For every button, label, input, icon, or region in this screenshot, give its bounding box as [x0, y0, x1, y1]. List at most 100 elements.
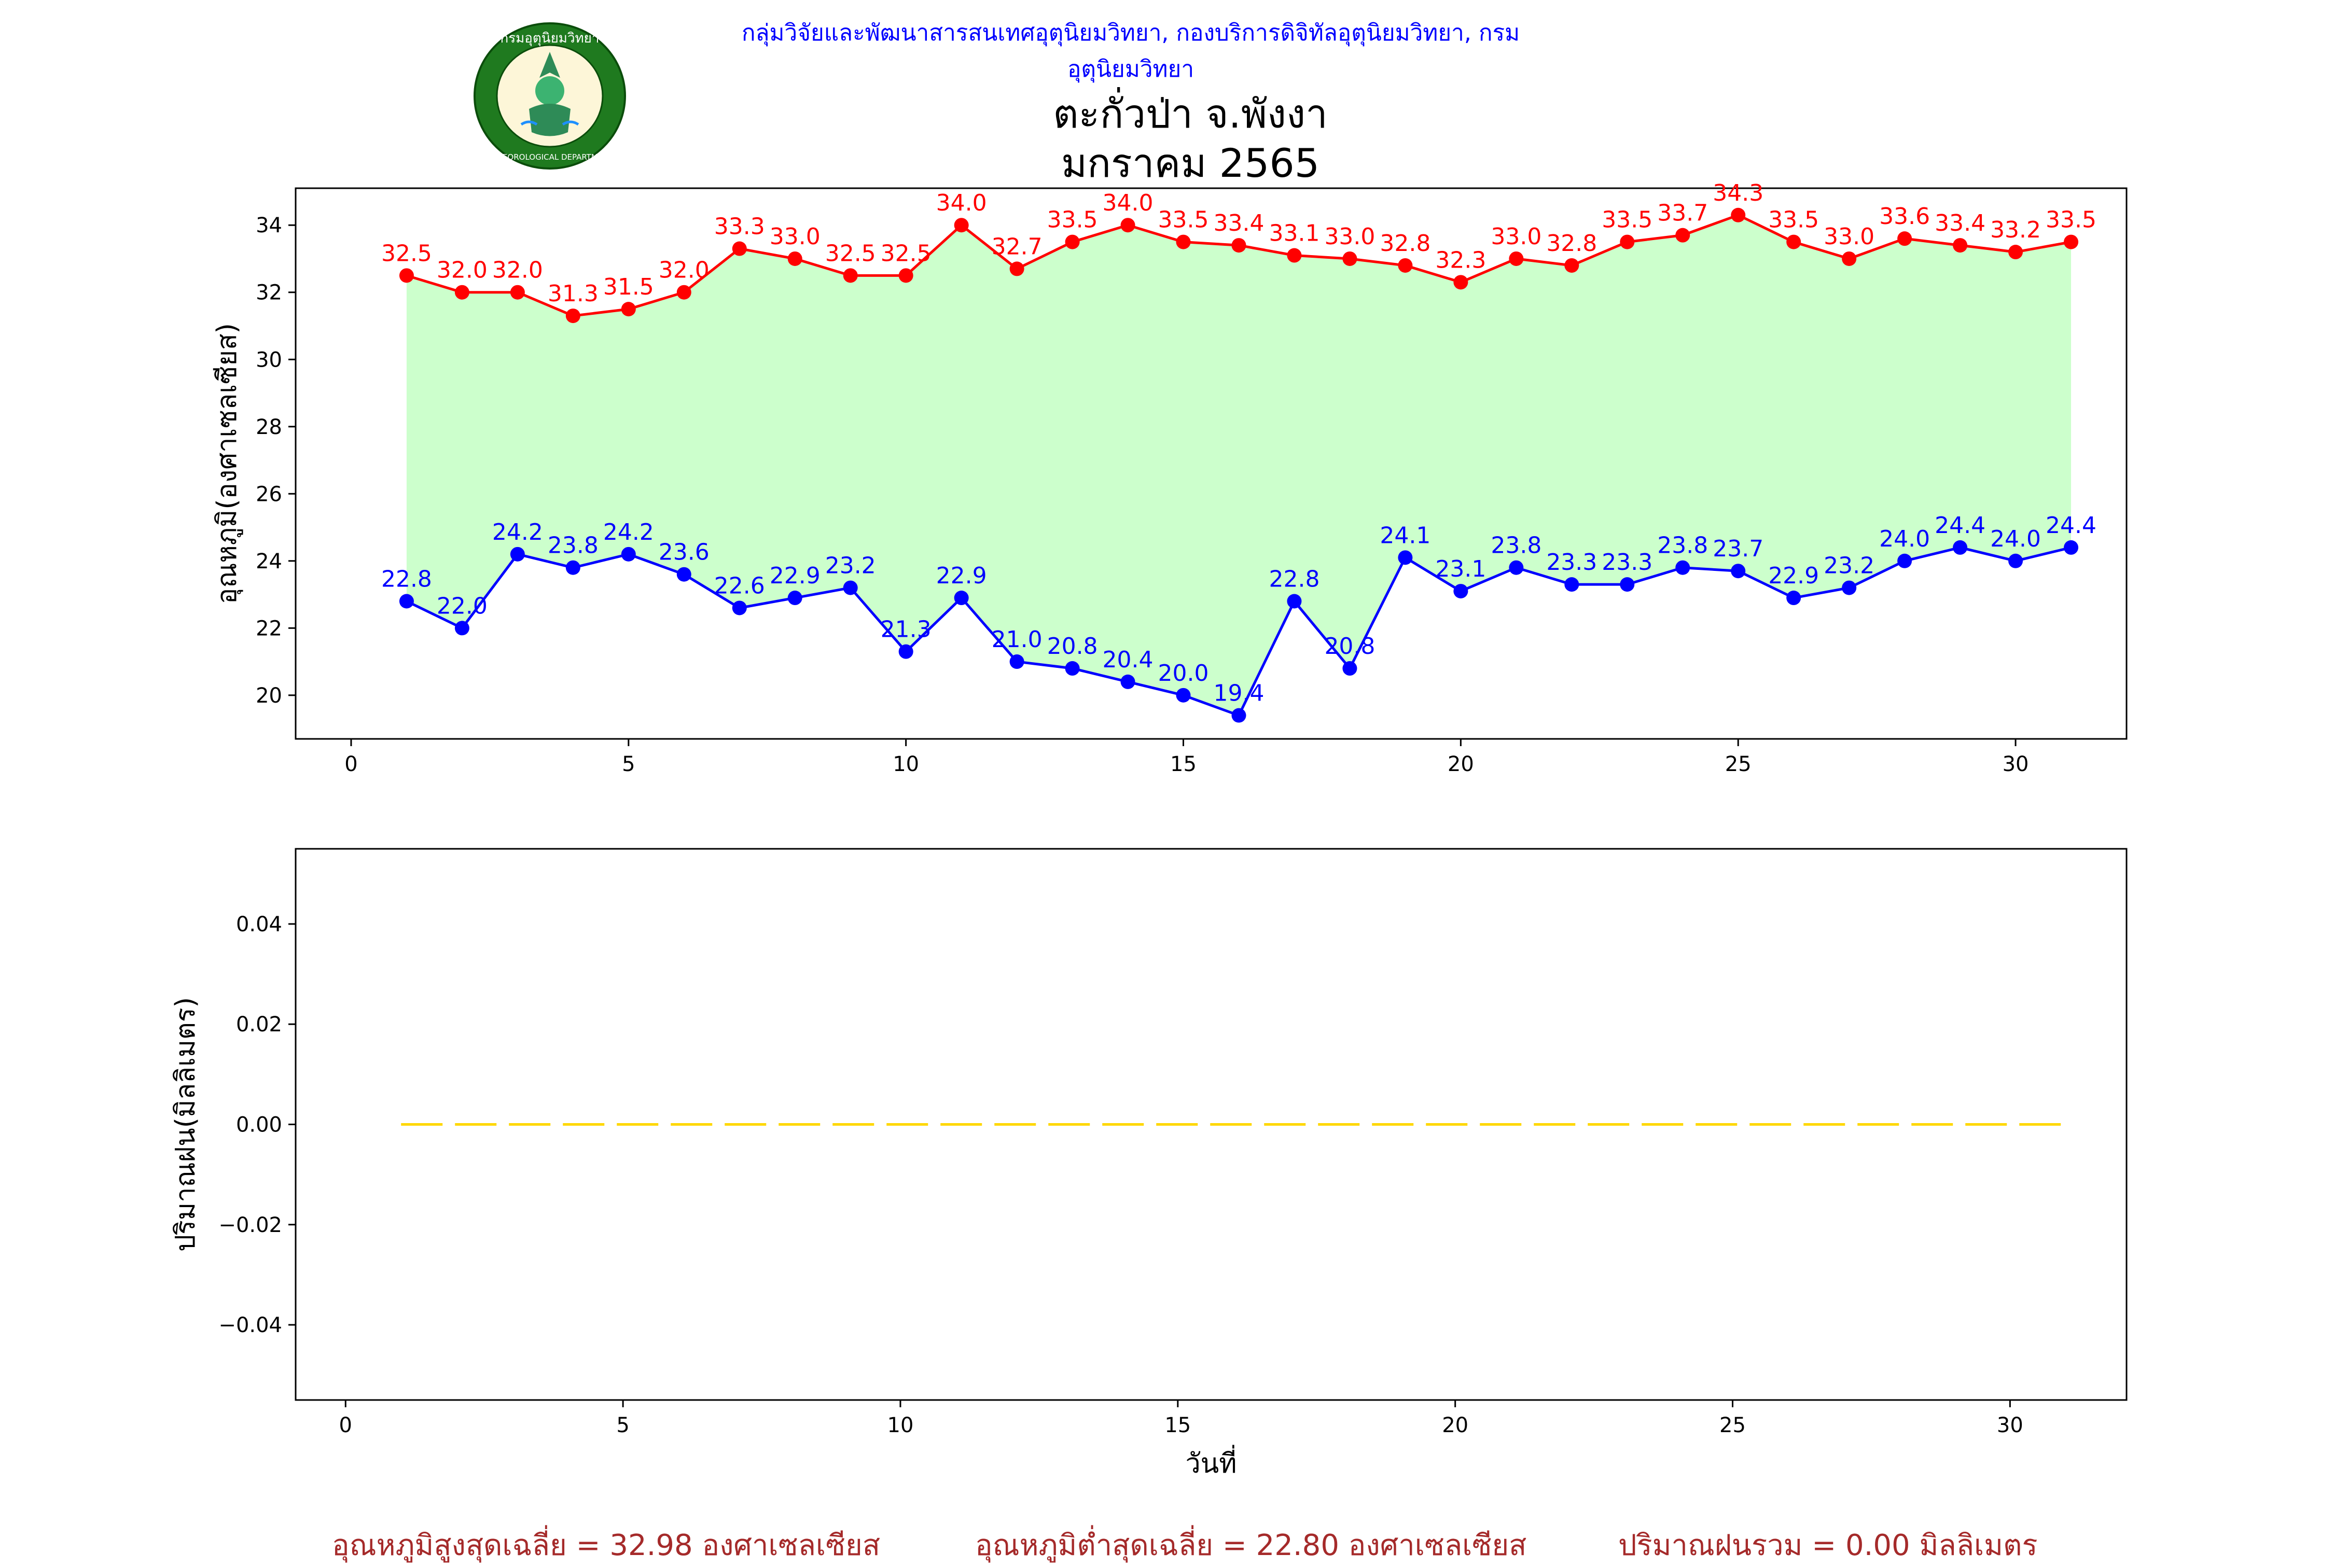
- min-temp-data-label: 23.1: [1435, 556, 1486, 582]
- x-tick-label: 30: [2003, 752, 2029, 776]
- max-temp-data-label: 33.6: [1879, 203, 1930, 230]
- min-temp-point: [2008, 553, 2023, 568]
- max-temp-data-label: 31.3: [548, 281, 599, 307]
- y-tick-label: 22: [256, 617, 282, 640]
- min-temp-point: [1509, 560, 1524, 575]
- y-tick-label: 24: [256, 550, 282, 573]
- max-temp-point: [1731, 207, 1746, 222]
- max-temp-point: [1120, 218, 1135, 233]
- min-temp-point: [1675, 560, 1690, 575]
- max-temp-data-label: 33.1: [1269, 220, 1319, 247]
- x-tick-label: 20: [1442, 1413, 1468, 1437]
- max-temp-data-label: 32.0: [437, 257, 488, 284]
- max-temp-data-label: 33.4: [1935, 210, 1985, 236]
- min-temp-data-label: 22.8: [381, 566, 432, 593]
- min-temp-point: [1786, 591, 1801, 606]
- min-temp-point: [843, 580, 858, 595]
- min-temp-data-label: 24.1: [1380, 522, 1430, 549]
- y-tick-label: −0.04: [218, 1313, 282, 1337]
- min-temp-point: [1897, 553, 1912, 568]
- x-tick-label: 25: [1725, 752, 1752, 776]
- max-temp-data-label: 33.4: [1214, 210, 1265, 236]
- max-temp-data-label: 33.5: [1158, 207, 1209, 233]
- y-tick-label: 20: [256, 684, 282, 708]
- x-axis-label: วันที่: [1185, 1445, 1237, 1479]
- max-temp-data-label: 32.5: [825, 240, 876, 267]
- max-temp-data-label: 32.5: [381, 240, 432, 267]
- min-temp-point: [787, 591, 802, 606]
- max-temp-point: [1564, 258, 1579, 273]
- min-temp-point: [2064, 540, 2079, 555]
- min-temp-point: [732, 600, 747, 615]
- temperature-chart: 0 5 10 15 20 25 30 20 22 24 26 28 30 32 34 อุณหภูมิ(องศ…: [212, 180, 2128, 776]
- summary-footer: อุณหภูมิสูงสุดเฉลี่ย = 32.98 องศาเซลเซีย…: [0, 1522, 2334, 1563]
- min-temp-point: [898, 644, 913, 659]
- min-temp-data-label: 20.8: [1324, 633, 1375, 660]
- max-temp-data-label: 34.3: [1713, 180, 1763, 206]
- max-temp-point: [1287, 248, 1302, 263]
- min-temp-data-label: 22.6: [714, 572, 765, 599]
- x-tick-label: 5: [616, 1413, 629, 1437]
- plot-frame: [295, 187, 2128, 740]
- x-tick-label: 0: [339, 1413, 352, 1437]
- max-temp-point: [1509, 251, 1524, 266]
- max-temp-data-label: 32.5: [881, 240, 932, 267]
- max-temp-point: [1897, 231, 1912, 246]
- max-temp-point: [510, 285, 525, 300]
- max-temp-data-label: 32.8: [1546, 230, 1597, 257]
- rainfall-chart: 0 5 10 15 20 25 30 −0.04 −0.02 0.00 0.02 0.04 ปริมาณ…: [170, 848, 2128, 1479]
- total-rainfall: ปริมาณฝนรวม = 0.00 มิลลิเมตร: [1618, 1529, 2038, 1562]
- max-temp-data-label: 33.2: [1990, 217, 2041, 243]
- y-tick-label: 30: [256, 348, 282, 372]
- min-temp-data-label: 20.4: [1103, 647, 1154, 673]
- min-temp-data-label: 22.8: [1269, 566, 1319, 593]
- y-tick-label: 28: [256, 415, 282, 439]
- max-temp-point: [843, 268, 858, 283]
- min-temp-data-label: 24.0: [1990, 526, 2041, 552]
- min-temp-point: [1953, 540, 1968, 555]
- y-axis-label: ปริมาณฝน(มิลลิเมตร): [170, 997, 201, 1252]
- max-temp-data-label: 32.0: [492, 257, 543, 284]
- max-temp-data-label: 33.5: [1047, 207, 1098, 233]
- min-temp-point: [1620, 577, 1635, 592]
- y-tick-label: 0.04: [236, 913, 282, 936]
- max-temp-point: [1620, 234, 1635, 249]
- min-temp-data-label: 23.3: [1602, 549, 1652, 576]
- meteorological-department-logo: กรมอุตุนิยมวิทยา METEOROLOGICAL DEPARTME…: [474, 22, 626, 170]
- min-temp-data-label: 23.6: [659, 539, 710, 566]
- max-temp-data-label: 32.8: [1380, 230, 1430, 257]
- max-temp-point: [454, 285, 469, 300]
- min-temp-data-label: 22.9: [770, 563, 821, 589]
- min-temp-data-label: 21.3: [881, 617, 932, 643]
- min-temp-data-label: 22.9: [936, 563, 987, 589]
- chart-title-station: ตะกั่วป่า จ.พังงา: [1053, 91, 1328, 137]
- max-temp-point: [2008, 245, 2023, 260]
- x-tick-label: 15: [1164, 1413, 1191, 1437]
- max-temp-point: [898, 268, 913, 283]
- max-temp-point: [1675, 228, 1690, 243]
- avg-min-temp: อุณหภูมิต่ำสุดเฉลี่ย = 22.80 องศาเซลเซีย…: [975, 1529, 1527, 1562]
- x-tick-label: 10: [893, 752, 919, 776]
- min-temp-data-label: 23.8: [548, 533, 599, 559]
- min-temp-point: [1564, 577, 1579, 592]
- max-temp-point: [1953, 238, 1968, 253]
- min-temp-point: [510, 547, 525, 562]
- min-temp-data-label: 22.0: [437, 593, 488, 619]
- min-temp-point: [1453, 584, 1468, 599]
- max-temp-point: [565, 309, 580, 324]
- max-temp-data-label: 33.5: [1602, 207, 1652, 233]
- min-temp-point: [1731, 564, 1746, 579]
- chart-title-period: มกราคม 2565: [1061, 140, 1320, 186]
- max-temp-point: [1842, 251, 1857, 266]
- min-temp-data-label: 23.7: [1713, 536, 1763, 562]
- y-tick-label: 26: [256, 482, 282, 506]
- min-temp-data-label: 24.0: [1879, 526, 1930, 552]
- min-temp-data-label: 23.8: [1491, 533, 1541, 559]
- max-temp-data-label: 33.5: [1768, 207, 1819, 233]
- max-temp-point: [732, 241, 747, 256]
- min-temp-point: [1176, 688, 1191, 703]
- min-temp-point: [1287, 594, 1302, 609]
- min-temp-data-label: 23.2: [1824, 553, 1874, 579]
- max-temp-point: [1786, 234, 1801, 249]
- department-header: กลุ่มวิจัยและพัฒนาสารสนเทศอุตุนิยมวิทยา,…: [741, 20, 1520, 82]
